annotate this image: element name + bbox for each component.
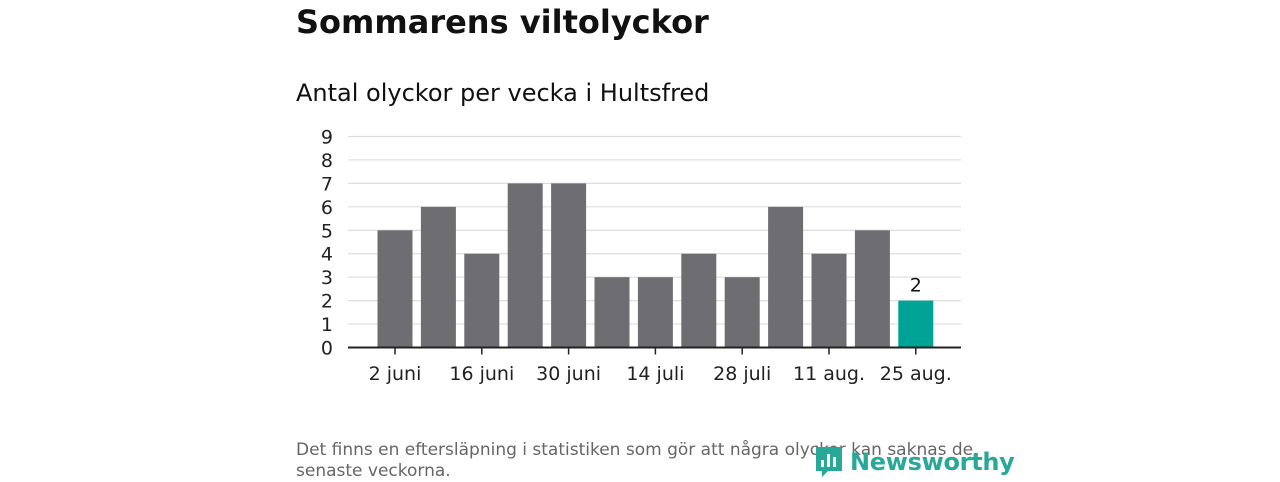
data-label: 2 xyxy=(910,275,922,297)
x-tick-label: 16 juni xyxy=(449,363,514,385)
chart-subtitle: Antal olyckor per vecka i Hultsfred xyxy=(296,79,710,107)
newsworthy-logo-icon xyxy=(816,447,842,477)
x-tick-label: 25 aug. xyxy=(880,363,952,385)
brand-name: Newsworthy xyxy=(850,448,1015,476)
bar xyxy=(464,253,500,348)
bar xyxy=(420,206,456,348)
x-tick-label: 2 juni xyxy=(369,363,422,385)
bar xyxy=(724,277,760,348)
x-axis: 2 juni 16 juni 30 juni 14 juli 28 juli 11 aug… xyxy=(348,346,961,385)
bar xyxy=(551,183,587,348)
y-tick-label: 8 xyxy=(321,150,333,172)
data-labels: 2 xyxy=(910,275,922,297)
y-tick-label: 6 xyxy=(321,197,333,219)
x-tick-label: 28 juli xyxy=(713,363,771,385)
x-tick-label: 30 juni xyxy=(536,363,601,385)
brand-logo: Newsworthy xyxy=(814,444,1015,480)
y-tick-label: 4 xyxy=(321,244,333,266)
y-tick-label: 5 xyxy=(321,220,333,242)
y-tick-label: 0 xyxy=(321,338,333,360)
x-tick-label: 14 juli xyxy=(626,363,684,385)
x-tick-label: 11 aug. xyxy=(793,363,865,385)
y-tick-label: 2 xyxy=(321,291,333,313)
bar xyxy=(507,183,543,348)
chart-title: Sommarens viltolyckor xyxy=(296,3,709,41)
bar xyxy=(854,230,890,348)
y-tick-label: 3 xyxy=(321,267,333,289)
bar xyxy=(898,300,934,348)
bar xyxy=(811,253,847,348)
bar xyxy=(594,277,630,348)
y-tick-label: 9 xyxy=(321,127,333,149)
footnote: Det finns en eftersläpning i statistiken… xyxy=(296,440,974,481)
bars xyxy=(377,183,934,348)
bar xyxy=(681,253,717,348)
bar xyxy=(637,277,673,348)
y-tick-label: 7 xyxy=(321,173,333,195)
bar xyxy=(768,206,804,348)
y-tick-label: 1 xyxy=(321,314,333,336)
bar xyxy=(377,230,413,348)
